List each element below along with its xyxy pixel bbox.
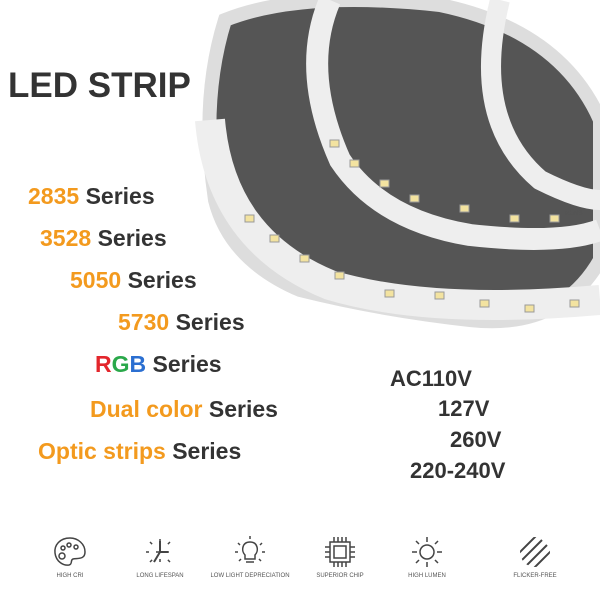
series-name-r: R	[95, 351, 112, 377]
series-name: Optic strips	[38, 438, 166, 464]
series-3528: 3528 Series	[40, 225, 167, 252]
feature-label: HIGH CRI	[56, 573, 84, 579]
feature-label: LONG LIFESPAN	[136, 573, 184, 579]
clock-icon	[146, 539, 174, 565]
led-strip-illustration: RONS	[195, 0, 600, 329]
series-dual-color: Dual color Series	[90, 396, 278, 423]
feature-long-lifespan: LONG LIFESPAN	[110, 535, 210, 579]
led-chip	[329, 139, 340, 148]
led-chip	[524, 304, 535, 313]
led-chip	[334, 271, 345, 280]
feature-high-cri: HIGH CRI	[20, 535, 120, 579]
led-chip	[459, 204, 470, 213]
series-name-g: G	[111, 351, 130, 377]
feature-high-lumen: HIGH LUMEN	[377, 535, 477, 579]
feature-flicker-free: FLICKER-FREE	[485, 535, 585, 579]
series-rgb: RGB Series	[95, 351, 222, 378]
series-word: Series	[127, 267, 197, 293]
series-name: 5050	[70, 267, 122, 293]
series-word: Series	[97, 225, 167, 251]
series-5050: 5050 Series	[70, 267, 197, 294]
series-word: Series	[85, 183, 155, 209]
page-title: LED STRIP	[8, 66, 191, 105]
led-chip	[384, 289, 395, 298]
led-chip	[299, 254, 310, 263]
chip-icon	[325, 537, 355, 567]
feature-low-light-depreciation: LOW LIGHT DEPRECIATION	[200, 535, 300, 579]
series-name: 3528	[40, 225, 92, 251]
palette-icon	[54, 537, 86, 566]
feature-label: HIGH LUMEN	[408, 573, 446, 579]
led-chip	[509, 214, 520, 223]
series-5730: 5730 Series	[118, 309, 245, 336]
led-chip	[409, 194, 420, 203]
voltage-220-240v: 220-240V	[410, 458, 506, 483]
series-name: Dual color	[90, 396, 203, 422]
series-word: Series	[208, 396, 278, 422]
series-word: Series	[172, 438, 242, 464]
voltage-127v: 127V	[438, 396, 490, 421]
led-chip	[244, 214, 255, 223]
led-chip	[479, 299, 490, 308]
led-chip	[349, 159, 360, 168]
voltage-260v: 260V	[450, 427, 502, 452]
bulb-icon	[235, 536, 265, 563]
led-chip	[549, 214, 560, 223]
led-chip	[569, 299, 580, 308]
strip-label: RONS	[565, 211, 582, 217]
feature-label: SUPERIOR CHIP	[316, 573, 364, 579]
series-name: 5730	[118, 309, 170, 335]
series-word: Series	[175, 309, 245, 335]
series-optic-strips: Optic strips Series	[38, 438, 241, 465]
series-2835: 2835 Series	[28, 183, 155, 210]
series-name: 2835	[28, 183, 80, 209]
feature-superior-chip: SUPERIOR CHIP	[290, 535, 390, 579]
series-name-b: B	[129, 351, 147, 377]
series-word: Series	[152, 351, 222, 377]
led-chip	[379, 179, 390, 188]
feature-label: LOW LIGHT DEPRECIATION	[210, 573, 290, 579]
led-chip	[434, 291, 445, 300]
led-chip	[269, 234, 280, 243]
voltage-ac110v: AC110V	[390, 366, 472, 391]
sun-icon	[412, 537, 442, 567]
feature-label: FLICKER-FREE	[513, 573, 557, 579]
stripes-icon	[520, 537, 550, 567]
